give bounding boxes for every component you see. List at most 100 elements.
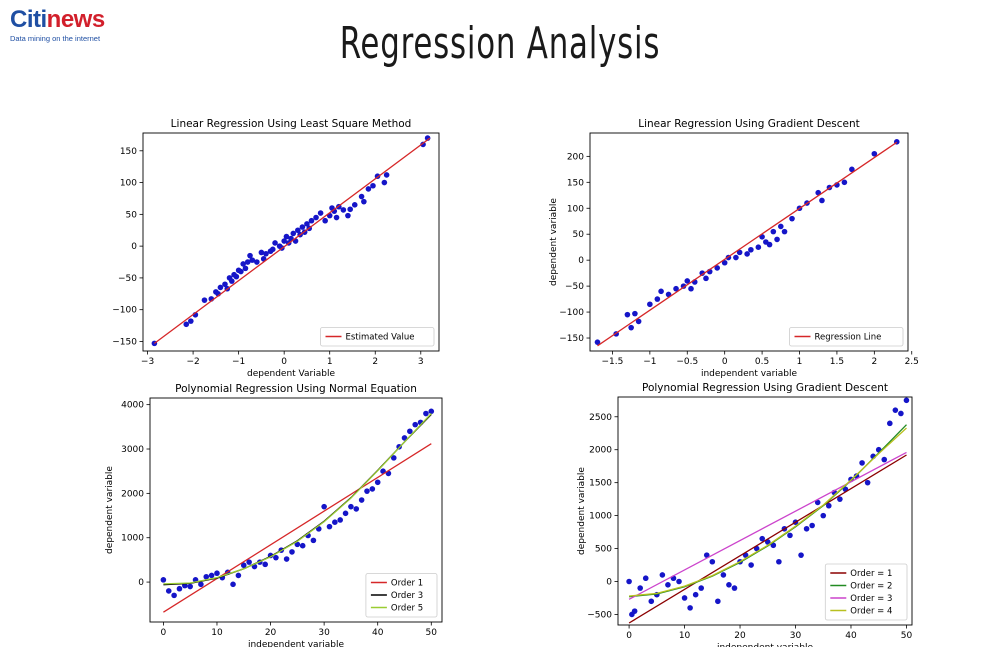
data-point (272, 240, 278, 246)
series-line (163, 443, 432, 613)
data-point (733, 254, 739, 261)
citinews-logo[interactable]: Citinews Data mining on the internet (10, 8, 130, 44)
x-tick-label: 2 (372, 357, 378, 367)
y-tick-label: 500 (595, 545, 612, 555)
data-point (635, 318, 642, 325)
data-point (390, 455, 397, 461)
data-point (776, 558, 782, 565)
data-point (841, 179, 848, 186)
data-point (787, 532, 793, 539)
data-point (820, 512, 827, 519)
data-point (731, 585, 738, 591)
data-point (235, 572, 242, 579)
data-point (892, 407, 899, 413)
x-tick-label: 1 (797, 357, 803, 367)
data-point (659, 572, 666, 578)
legend-label: Order = 2 (850, 582, 892, 592)
x-tick-label: 0 (281, 357, 287, 367)
data-point (825, 502, 832, 509)
data-point (781, 228, 788, 235)
data-point (401, 435, 408, 441)
data-point (183, 321, 190, 328)
x-tick-label: 3 (418, 357, 424, 367)
data-point (358, 193, 365, 200)
data-point (203, 573, 210, 580)
y-tick-label: 1500 (589, 479, 612, 489)
data-point (631, 608, 638, 614)
chart-title: Linear Regression Using Gradient Descent (638, 118, 860, 130)
data-point (222, 281, 228, 288)
data-point (726, 582, 732, 588)
data-point (703, 552, 710, 558)
data-point (770, 542, 777, 549)
data-point (254, 259, 260, 265)
data-point (317, 210, 324, 216)
data-point (295, 227, 301, 234)
x-tick-label: 10 (679, 631, 691, 641)
data-point (774, 236, 780, 243)
x-tick-label: 20 (734, 631, 746, 641)
plot-frame (142, 132, 440, 352)
data-point (687, 605, 693, 611)
series-line (629, 427, 907, 597)
legend-box (320, 327, 435, 347)
data-point (240, 261, 246, 267)
data-point (849, 166, 855, 173)
data-point (837, 496, 843, 502)
x-tick-label: 2.5 (905, 357, 919, 367)
data-point (692, 591, 699, 598)
data-point (238, 268, 244, 275)
data-point (365, 186, 372, 192)
y-tick-label: −100 (559, 308, 584, 318)
page-title: Regression Analysis (339, 18, 661, 69)
y-axis-label: dependent variable (105, 466, 115, 554)
data-point (345, 212, 351, 219)
x-tick-label: −0.5 (676, 357, 698, 367)
data-point (642, 575, 649, 582)
legend-label: Order = 4 (850, 607, 892, 617)
x-tick-label: 50 (901, 631, 913, 641)
data-point (626, 578, 632, 585)
data-point (887, 420, 893, 427)
data-point (337, 517, 344, 523)
data-point (188, 318, 194, 324)
x-axis-label: independent variable (248, 640, 345, 647)
x-tick-label: 40 (845, 631, 857, 641)
data-point (233, 273, 240, 280)
series-line (597, 141, 898, 347)
data-point (294, 541, 301, 548)
y-tick-label: 50 (573, 230, 585, 240)
data-point (369, 486, 376, 492)
y-tick-label: −50 (565, 282, 584, 292)
data-point (736, 249, 743, 256)
logo-citi: Citi (10, 6, 47, 33)
y-tick-label: 100 (567, 204, 584, 214)
plot-area (160, 408, 435, 613)
data-point (423, 410, 429, 417)
data-point (229, 278, 235, 284)
data-point (262, 561, 268, 568)
x-tick-label: 1 (327, 357, 333, 367)
data-point (326, 523, 333, 530)
data-point (428, 408, 435, 415)
data-point (637, 585, 643, 591)
data-point (201, 297, 208, 303)
data-point (673, 285, 679, 292)
data-point (217, 284, 224, 291)
data-point (766, 241, 773, 248)
chart-title: Linear Regression Using Least Square Met… (171, 118, 412, 130)
legend: Order = 1 Order = 2 Order = 3 Order = 4 (824, 563, 908, 621)
chart-title: Polynomial Regression Using Gradient Des… (642, 382, 888, 394)
data-point (420, 141, 426, 148)
x-tick-label: 30 (318, 628, 330, 638)
data-point (412, 421, 419, 428)
legend-box (789, 327, 904, 347)
data-point (688, 285, 694, 292)
data-point (299, 542, 306, 549)
data-point (721, 259, 728, 266)
data-point (208, 572, 215, 579)
data-point (310, 537, 317, 544)
y-tick-label: −100 (112, 306, 137, 316)
data-point (230, 581, 236, 588)
